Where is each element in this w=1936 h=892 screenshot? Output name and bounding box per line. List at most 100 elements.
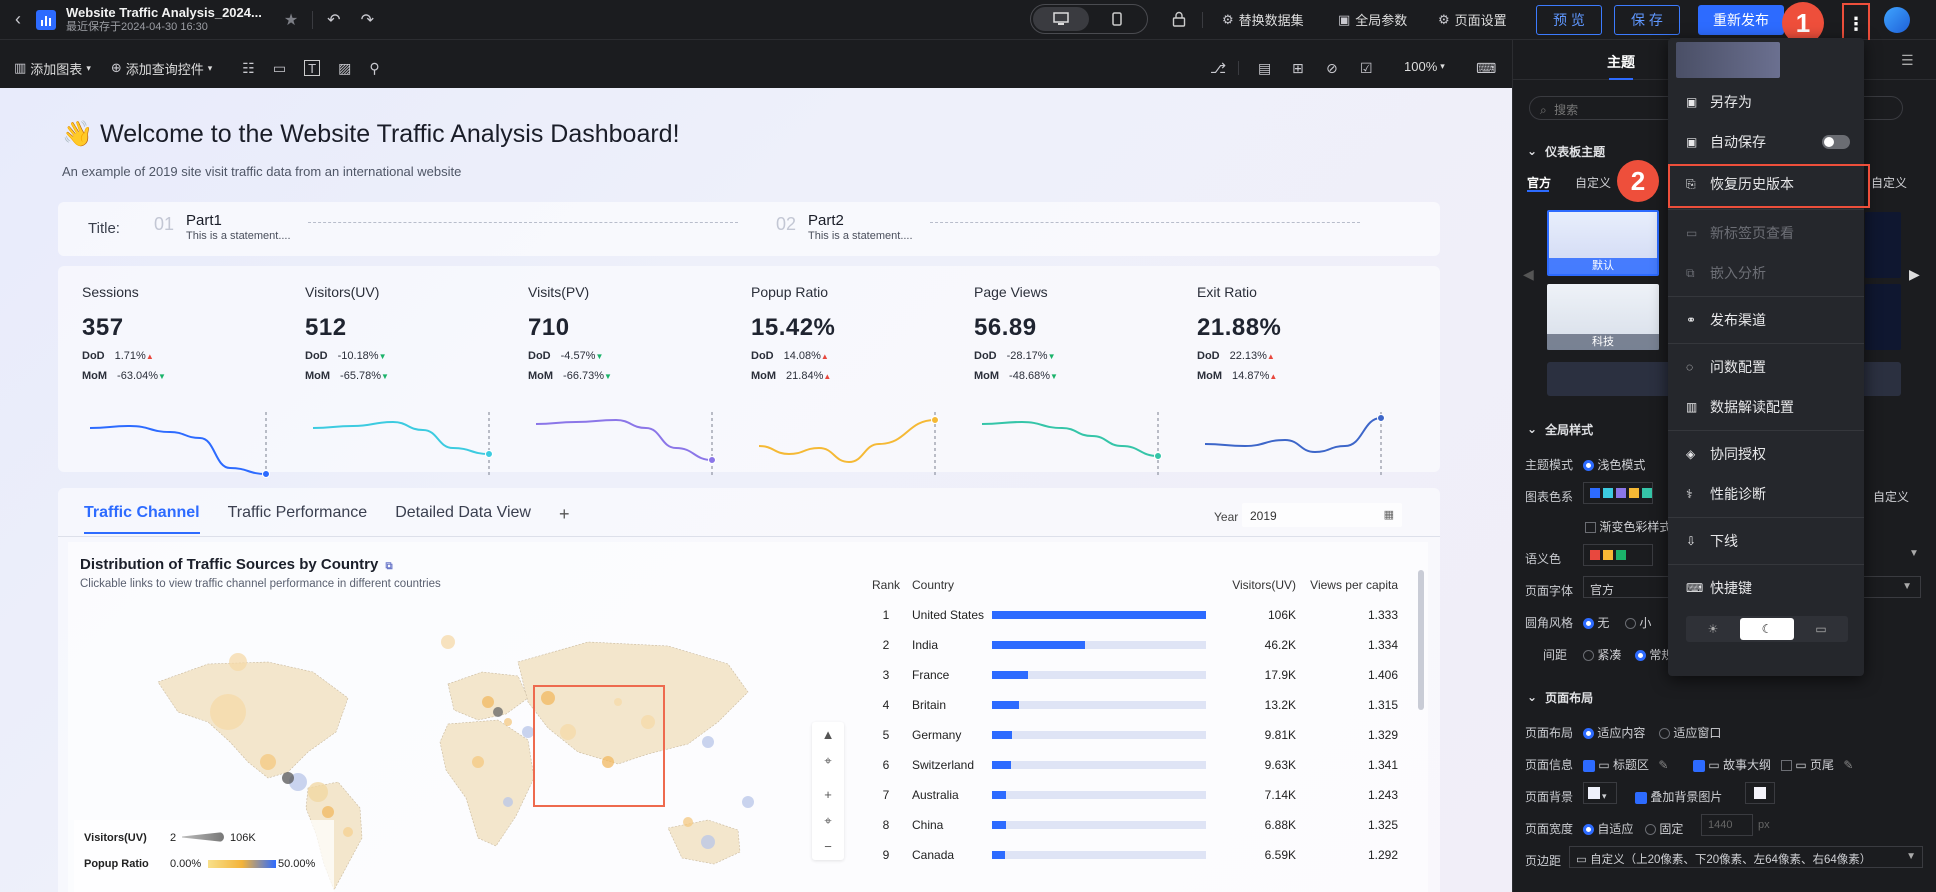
table-row[interactable]: 8 China 6.88K 1.325 [866, 810, 1416, 840]
select-tool-icon[interactable]: ⌖ [824, 753, 832, 768]
map-bubble[interactable] [229, 653, 247, 671]
palette-select[interactable] [1583, 482, 1653, 504]
semantic-select[interactable] [1583, 544, 1653, 566]
keyboard-icon[interactable]: ⌨ [1476, 60, 1497, 76]
star-icon[interactable]: ★ [283, 11, 299, 29]
tab-theme[interactable]: 主题 [1607, 54, 1635, 70]
map-bubble[interactable] [343, 827, 353, 837]
row-country[interactable]: China [912, 818, 944, 832]
footer-checkbox[interactable]: ▭ 页尾 ✎ [1781, 756, 1853, 773]
map-bubble[interactable] [614, 698, 622, 706]
overlay-bg-checkbox[interactable]: 叠加背景图片 [1635, 788, 1722, 805]
info-icon[interactable]: ⧉ [385, 561, 393, 572]
menu-item-save-as[interactable]: ▣ 另存为 [1668, 82, 1864, 122]
map-bubble[interactable] [641, 715, 655, 729]
global-params-button[interactable]: ▣ 全局参数 [1338, 10, 1407, 29]
map-bubble[interactable] [322, 806, 334, 818]
row-country[interactable]: United States [912, 608, 985, 622]
add-chart-button[interactable]: ▥ 添加图表 ▾ [14, 59, 91, 78]
replace-dataset-button[interactable]: ⚙ 替换数据集 [1222, 10, 1304, 29]
table-row[interactable]: 9 Canada 6.59K 1.292 [866, 840, 1416, 870]
row-country[interactable]: Australia [912, 788, 959, 802]
row-country[interactable]: Canada [912, 848, 955, 862]
year-select[interactable]: 2019 ▦ [1242, 503, 1402, 527]
fit-window-radio[interactable]: 适应窗口 [1659, 724, 1721, 741]
theme-custom-right[interactable]: 自定义 [1871, 176, 1908, 190]
check-icon[interactable]: ☑ [1360, 60, 1373, 76]
overlay-bg-color[interactable] [1745, 782, 1775, 804]
zoom-select[interactable]: 100% ▾ [1404, 59, 1445, 74]
map-bubble[interactable] [742, 796, 754, 808]
edit-icon[interactable]: ✎ [1658, 758, 1669, 772]
image-icon[interactable]: ▨ [338, 59, 352, 76]
filter-icon[interactable]: ⊘ [1326, 60, 1338, 76]
back-arrow-icon[interactable]: ‹ [15, 9, 21, 29]
page-bg-color[interactable]: ▾ [1583, 782, 1617, 804]
fit-content-radio[interactable]: 适应内容 [1583, 724, 1645, 741]
page-layout-section[interactable]: ⌄ 页面布局 [1513, 684, 1593, 710]
republish-button[interactable]: 重新发布 [1698, 5, 1784, 35]
desktop-icon[interactable] [1033, 7, 1089, 31]
tab-traffic-channel[interactable]: Traffic Channel [84, 504, 200, 534]
map-bubble[interactable] [701, 835, 715, 849]
light-mode-radio[interactable]: 浅色模式 [1583, 456, 1645, 473]
mobile-icon[interactable] [1089, 7, 1145, 31]
palette-custom[interactable]: 自定义 [1873, 490, 1910, 504]
tab-container-icon[interactable]: ▭ [272, 59, 287, 76]
tab-detailed-data-view[interactable]: Detailed Data View [395, 504, 531, 521]
row-country[interactable]: Britain [912, 698, 947, 712]
carousel-right-icon[interactable]: ▶ [1909, 266, 1920, 282]
map-bubble[interactable] [472, 756, 484, 768]
zoom-in-icon[interactable]: + [824, 787, 832, 802]
add-tab-icon[interactable]: + [558, 504, 570, 524]
theme-thumb-default[interactable]: 默认 [1547, 210, 1659, 276]
menu-item-collab[interactable]: ◈ 协同授权 [1668, 434, 1864, 474]
table-row[interactable]: 5 Germany 9.81K 1.329 [866, 720, 1416, 750]
table-row[interactable]: 3 France 17.9K 1.406 [866, 660, 1416, 690]
map-bubble[interactable] [702, 736, 714, 748]
part2-name[interactable]: Part2 [808, 212, 844, 229]
map-bubble[interactable] [560, 724, 576, 740]
user-avatar[interactable] [1884, 7, 1910, 33]
menu-item-qa-config[interactable]: ◌ 问数配置 [1668, 347, 1864, 387]
table-row[interactable]: 1 United States 106K 1.333 [866, 600, 1416, 630]
map-bubble[interactable] [441, 635, 455, 649]
gradient-checkbox[interactable]: 渐变色彩样式 [1585, 518, 1671, 535]
map-bubble[interactable] [504, 718, 512, 726]
page-settings-button[interactable]: ⚙ 页面设置 [1438, 10, 1507, 29]
theme-thumb-dark1[interactable] [1865, 212, 1901, 278]
spacing-compact-radio[interactable]: 紧凑 [1583, 646, 1621, 663]
world-map[interactable] [148, 602, 808, 892]
menu-item-offline[interactable]: ⇩ 下线 [1668, 521, 1864, 561]
map-bubble[interactable] [503, 797, 513, 807]
map-bubble[interactable] [602, 756, 614, 768]
share-icon[interactable]: ⎇ [1210, 60, 1227, 76]
row-country[interactable]: Germany [912, 728, 962, 742]
fixed-radio[interactable]: 固定 [1645, 820, 1683, 837]
menu-item-keyboard[interactable]: ⌨ 快捷键 [1668, 568, 1864, 608]
lock-icon[interactable] [1172, 11, 1186, 27]
dashboard-theme-section[interactable]: ⌄ 仪表板主题 [1513, 138, 1605, 164]
menu-item-diagnose[interactable]: ⚕ 性能诊断 [1668, 474, 1864, 514]
light-theme-icon[interactable]: ☀ [1707, 622, 1719, 636]
redo-icon[interactable]: ↷ [360, 11, 374, 29]
add-query-button[interactable]: ⊕ 添加查询控件 ▾ [111, 59, 212, 78]
menu-item-publish-channel[interactable]: ⚭ 发布渠道 [1668, 300, 1864, 340]
map-bubble[interactable] [260, 754, 276, 770]
map-bubble[interactable] [308, 782, 328, 802]
table-scrollbar[interactable] [1418, 570, 1424, 710]
corner-small-radio[interactable]: 小 [1625, 614, 1651, 631]
table-row[interactable]: 2 India 46.2K 1.334 [866, 630, 1416, 660]
menu-item-data-interpret[interactable]: ▥ 数据解读配置 [1668, 387, 1864, 427]
menu-item-history[interactable]: ⎘ 恢复历史版本 [1668, 162, 1864, 206]
structure-icon[interactable]: ⊞ [1292, 60, 1304, 76]
edit-icon[interactable]: ✎ [1843, 758, 1854, 772]
report-icon[interactable]: ▤ [1258, 60, 1272, 76]
row-country[interactable]: India [912, 638, 939, 652]
preview-button[interactable]: 预 览 [1536, 5, 1602, 35]
theme-thumb-dark2[interactable] [1865, 284, 1901, 350]
locate-icon[interactable]: ⌖ [824, 813, 832, 828]
theme-tab-official[interactable]: 官方 [1527, 176, 1552, 190]
map-bubble[interactable] [282, 772, 294, 784]
global-style-section[interactable]: ⌄ 全局样式 [1513, 416, 1593, 442]
